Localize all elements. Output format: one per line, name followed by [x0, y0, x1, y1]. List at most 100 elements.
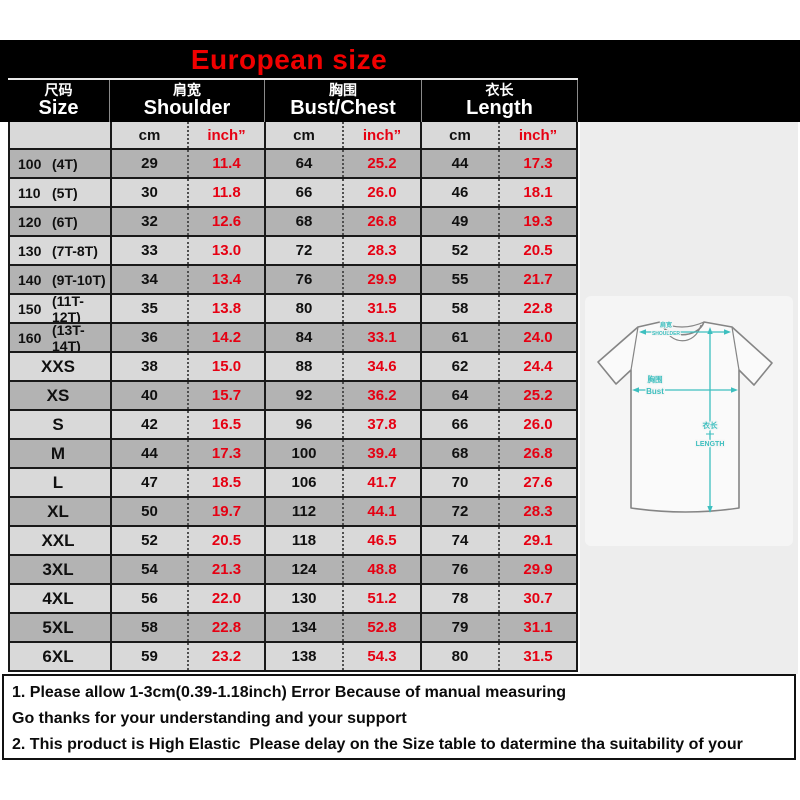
cell-length-inch: 24.0: [498, 324, 576, 351]
cell-bust-cm: 84: [264, 324, 342, 351]
cell-size: XXS: [10, 353, 110, 380]
cell-bust-inch: 51.2: [342, 585, 420, 612]
size-label: 120: [18, 213, 42, 230]
shoulder-arrow-right: [724, 329, 731, 335]
cell-length-cm: 58: [420, 295, 498, 322]
tshirt-measurement-diagram: 肩宽 SHOULDER 胸围 Bust 衣长 LENGTH: [597, 320, 773, 513]
cell-size: 4XL: [10, 585, 110, 612]
cell-bust-cm: 124: [264, 556, 342, 583]
cell-length-inch: 27.6: [498, 469, 576, 496]
cell-shoulder-cm: 34: [110, 266, 187, 293]
size-label: 4XL: [42, 588, 74, 608]
footnote-1: 1. Please allow 1-3cm(0.39-1.18inch) Err…: [12, 684, 567, 701]
cell-shoulder-cm: 40: [110, 382, 187, 409]
table-row: 5XL 58 22.8 134 52.8 79 31.1: [10, 614, 576, 643]
bust-label-en: Bust: [646, 387, 664, 396]
size-label: XS: [46, 385, 70, 405]
unit-header-row: cm inch” cm inch” cm inch”: [10, 122, 576, 150]
cell-length-inch: 26.8: [498, 440, 576, 467]
column-header-length: 衣长 Length: [422, 80, 578, 122]
cell-bust-inch: 44.1: [342, 498, 420, 525]
unit-cell-empty: [10, 122, 110, 148]
cell-length-inch: 22.8: [498, 295, 576, 322]
cell-length-cm: 66: [420, 411, 498, 438]
cell-shoulder-inch: 11.4: [187, 150, 264, 177]
cell-length-cm: 79: [420, 614, 498, 641]
cell-size: XL: [10, 498, 110, 525]
cell-bust-cm: 134: [264, 614, 342, 641]
size-age-note: (7T-8T): [52, 242, 98, 259]
cell-length-inch: 26.0: [498, 411, 576, 438]
table-row: 6XL 59 23.2 138 54.3 80 31.5: [10, 643, 576, 672]
cell-shoulder-cm: 33: [110, 237, 187, 264]
size-label: M: [50, 443, 66, 463]
table-row: 4XL 56 22.0 130 51.2 78 30.7: [10, 585, 576, 614]
cell-size: L: [10, 469, 110, 496]
cell-size: 100 (4T): [10, 150, 110, 177]
cell-shoulder-cm: 56: [110, 585, 187, 612]
table-row: 110 (5T) 30 11.8 66 26.0 46 18.1: [10, 179, 576, 208]
cell-bust-cm: 138: [264, 643, 342, 670]
cell-length-inch: 29.9: [498, 556, 576, 583]
cell-size: S: [10, 411, 110, 438]
column-header-shoulder-en: Shoulder: [143, 97, 231, 120]
cell-bust-inch: 52.8: [342, 614, 420, 641]
cell-length-inch: 19.3: [498, 208, 576, 235]
cell-length-inch: 28.3: [498, 498, 576, 525]
column-header-bust-zh: 胸围: [329, 81, 357, 98]
cell-length-cm: 55: [420, 266, 498, 293]
cell-shoulder-inch: 16.5: [187, 411, 264, 438]
size-age-note: (9T-10T): [52, 271, 106, 288]
cell-bust-inch: 31.5: [342, 295, 420, 322]
cell-shoulder-cm: 54: [110, 556, 187, 583]
cell-length-cm: 61: [420, 324, 498, 351]
column-header-bust-en: Bust/Chest: [290, 97, 396, 120]
cell-shoulder-inch: 21.3: [187, 556, 264, 583]
cell-length-cm: 68: [420, 440, 498, 467]
cell-shoulder-inch: 14.2: [187, 324, 264, 351]
cell-bust-cm: 92: [264, 382, 342, 409]
cell-length-inch: 29.1: [498, 527, 576, 554]
cell-bust-inch: 25.2: [342, 150, 420, 177]
cell-shoulder-cm: 30: [110, 179, 187, 206]
column-headers: 尺码 Size 肩宽 Shoulder 胸围 Bust/Chest 衣长 Len…: [8, 78, 578, 122]
cell-shoulder-inch: 15.0: [187, 353, 264, 380]
table-row: XXS 38 15.0 88 34.6 62 24.4: [10, 353, 576, 382]
bust-label-zh: 胸围: [648, 374, 663, 384]
table-row: XS 40 15.7 92 36.2 64 25.2: [10, 382, 576, 411]
cell-shoulder-cm: 29: [110, 150, 187, 177]
cell-shoulder-inch: 12.6: [187, 208, 264, 235]
armhole-seam-right: [731, 326, 740, 371]
size-label: XXL: [41, 530, 75, 550]
cell-shoulder-inch: 17.3: [187, 440, 264, 467]
table-row: XXL 52 20.5 118 46.5 74 29.1: [10, 527, 576, 556]
cell-shoulder-inch: 11.8: [187, 179, 264, 206]
cell-shoulder-inch: 15.7: [187, 382, 264, 409]
cell-shoulder-inch: 19.7: [187, 498, 264, 525]
length-label-en: LENGTH: [696, 441, 725, 448]
cell-bust-inch: 46.5: [342, 527, 420, 554]
cell-bust-inch: 34.6: [342, 353, 420, 380]
table-row: 130 (7T-8T) 33 13.0 72 28.3 52 20.5: [10, 237, 576, 266]
cell-size: M: [10, 440, 110, 467]
cell-length-cm: 70: [420, 469, 498, 496]
cell-shoulder-cm: 35: [110, 295, 187, 322]
cell-shoulder-cm: 47: [110, 469, 187, 496]
table-row: 160 (13T-14T) 36 14.2 84 33.1 61 24.0: [10, 324, 576, 353]
size-label: S: [52, 414, 64, 434]
length-label-zh: 衣长: [703, 420, 718, 430]
cell-length-inch: 25.2: [498, 382, 576, 409]
cell-length-cm: 72: [420, 498, 498, 525]
cell-shoulder-inch: 22.0: [187, 585, 264, 612]
cell-shoulder-cm: 38: [110, 353, 187, 380]
size-label: XL: [47, 501, 69, 521]
cell-length-cm: 64: [420, 382, 498, 409]
cell-bust-inch: 37.8: [342, 411, 420, 438]
cell-length-cm: 44: [420, 150, 498, 177]
cell-length-cm: 52: [420, 237, 498, 264]
bust-arrow-right: [731, 387, 738, 393]
cell-bust-cm: 118: [264, 527, 342, 554]
cell-bust-cm: 88: [264, 353, 342, 380]
cell-shoulder-cm: 44: [110, 440, 187, 467]
